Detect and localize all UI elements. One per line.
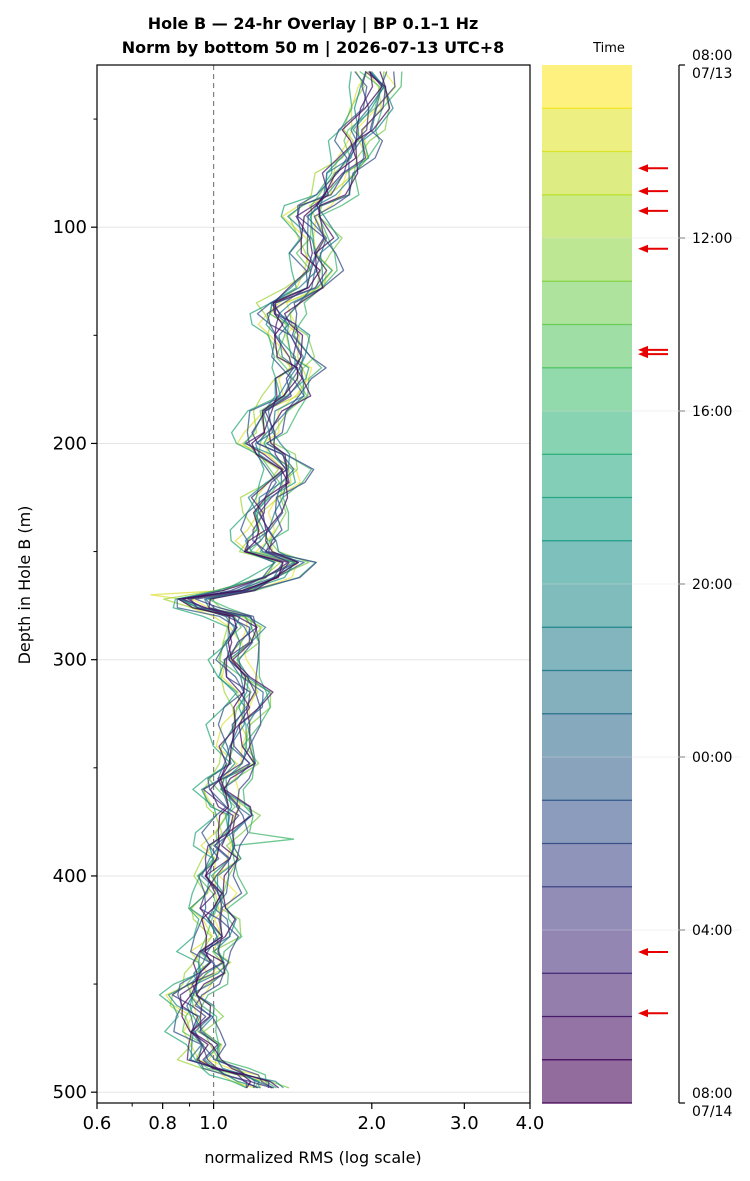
series-line-2100: [173, 71, 368, 1088]
colorbar-band: [542, 281, 632, 325]
series-layer: [150, 70, 403, 1089]
time-tick-label: 08:00: [692, 48, 732, 64]
y-tick-label: 200: [53, 433, 87, 454]
time-tick-label: 12:00: [692, 231, 732, 247]
event-arrow-head: [638, 947, 648, 956]
colorbar-band: [542, 238, 632, 282]
event-arrow-head: [638, 244, 648, 253]
series-line-0300: [177, 71, 383, 1089]
colorbar-band: [542, 670, 632, 715]
time-tick-label: 08:00: [692, 1086, 732, 1102]
colorbar-band: [542, 194, 632, 239]
x-axis-ticks: 0.6 0.8 1.0 2.0 3.0 4.0: [83, 1103, 545, 1134]
y-axis-ticks: 100 200 300 400 500: [53, 118, 97, 1103]
colorbar-band: [542, 1059, 632, 1104]
colorbar-band: [542, 324, 632, 369]
event-arrow-head: [638, 1009, 648, 1018]
y-tick-label: 100: [53, 217, 87, 238]
chart-title-line2: Norm by bottom 50 m | 2026-07-13 UTC+8: [122, 38, 505, 58]
plot-area: 0.6 0.8 1.0 2.0 3.0 4.0 100 200 300 400 500: [53, 64, 545, 1134]
x-axis-label: normalized RMS (log scale): [204, 1148, 421, 1167]
series-line-0100: [179, 71, 374, 1089]
time-colorbar: Time 08:00 07/13 12:00 16:00 20:00 00:00 04:00…: [542, 41, 740, 1120]
colorbar-band: [542, 1016, 632, 1061]
colorbar-band: [542, 151, 632, 196]
x-tick-label: 1.0: [199, 1113, 228, 1134]
colorbar-bands: [542, 65, 632, 1104]
colorbar-band: [542, 411, 632, 455]
event-arrow-head: [638, 187, 648, 196]
y-axis-label: Depth in Hole B (m): [15, 506, 34, 665]
y-tick-label: 500: [53, 1082, 87, 1103]
time-tick-label: 20:00: [692, 577, 732, 593]
colorbar-band: [542, 497, 632, 542]
x-tick-label: 3.0: [450, 1113, 479, 1134]
chart-title-line1: Hole B — 24-hr Overlay | BP 0.1–1 Hz: [148, 14, 479, 34]
colorbar-band: [542, 886, 632, 931]
colorbar-title: Time: [592, 41, 625, 56]
colorbar-band: [542, 973, 632, 1017]
time-axis-ticks: 08:00 07/13 12:00 16:00 20:00 00:00 04:00 08:00…: [542, 48, 740, 1120]
colorbar-band: [542, 584, 632, 628]
colorbar-band: [542, 627, 632, 671]
event-arrows: [638, 164, 668, 1018]
grid-lines: [97, 226, 530, 1093]
colorbar-band: [542, 367, 632, 412]
colorbar-band: [542, 713, 632, 758]
event-arrow-head: [638, 206, 648, 215]
plot-frame: [96, 64, 531, 1104]
colorbar-band: [542, 930, 632, 974]
colorbar-band: [542, 108, 632, 152]
colorbar-band: [542, 540, 632, 585]
colorbar-band: [542, 843, 632, 888]
x-tick-label: 0.8: [148, 1113, 177, 1134]
x-tick-label: 2.0: [357, 1113, 386, 1134]
series-line-2200: [194, 71, 396, 1089]
colorbar-band: [542, 454, 632, 498]
colorbar-band: [542, 800, 632, 844]
time-tick-label: 04:00: [692, 923, 732, 939]
time-tick-date: 07/13: [692, 66, 732, 82]
y-tick-label: 300: [53, 650, 87, 671]
time-tick-date: 07/14: [692, 1104, 732, 1120]
time-tick-label: 00:00: [692, 750, 732, 766]
event-arrow-head: [638, 350, 648, 359]
event-arrow-head: [638, 164, 648, 173]
x-tick-label: 0.6: [83, 1113, 112, 1134]
colorbar-band: [542, 757, 632, 801]
time-tick-label: 16:00: [692, 404, 732, 420]
colorbar-band: [542, 65, 632, 109]
x-tick-label: 4.0: [516, 1113, 545, 1134]
y-tick-label: 400: [53, 866, 87, 887]
